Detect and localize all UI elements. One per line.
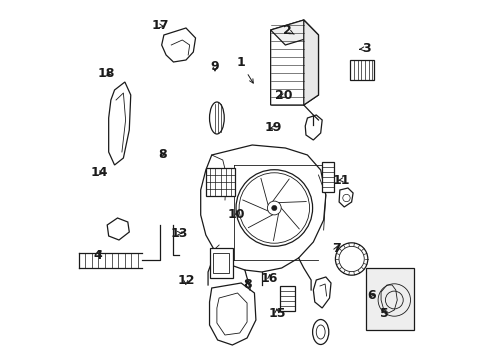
FancyBboxPatch shape [280,286,294,311]
Text: 13: 13 [170,227,187,240]
Text: 1: 1 [236,57,253,83]
Text: 12: 12 [177,274,194,287]
Text: 4: 4 [93,249,102,262]
Ellipse shape [209,102,224,134]
Text: 18: 18 [97,67,114,80]
Circle shape [267,201,281,215]
FancyBboxPatch shape [366,268,413,330]
FancyBboxPatch shape [349,60,373,80]
Text: 15: 15 [267,307,285,320]
FancyBboxPatch shape [209,248,233,278]
Text: 7: 7 [331,242,340,255]
Text: 20: 20 [275,89,292,102]
Text: 19: 19 [264,121,282,134]
Text: 2: 2 [282,24,294,37]
Text: 16: 16 [261,273,278,285]
Circle shape [271,205,276,211]
Text: 14: 14 [91,166,108,179]
Polygon shape [270,20,318,45]
Text: 5: 5 [379,307,388,320]
Text: 10: 10 [227,208,245,221]
Text: 6: 6 [366,289,375,302]
Polygon shape [270,20,318,105]
FancyBboxPatch shape [322,162,333,192]
Text: 8: 8 [243,278,251,291]
Text: 3: 3 [359,42,370,55]
Text: 17: 17 [151,19,168,32]
FancyBboxPatch shape [205,168,235,196]
Text: 11: 11 [331,174,349,186]
Text: 8: 8 [158,148,166,161]
Text: 9: 9 [210,60,219,73]
FancyBboxPatch shape [213,253,229,273]
Polygon shape [303,20,318,105]
